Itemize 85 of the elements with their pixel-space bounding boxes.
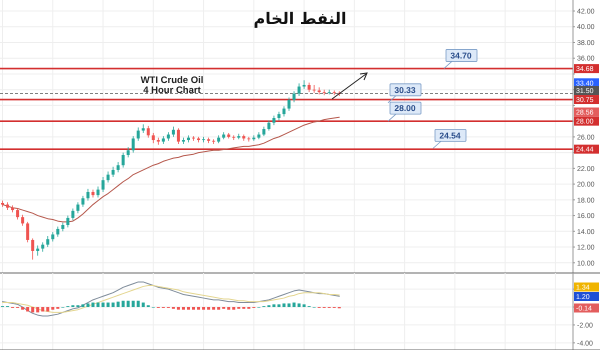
candlestick xyxy=(31,238,34,260)
candlestick xyxy=(21,214,24,226)
candlestick xyxy=(298,82,301,96)
candlestick xyxy=(81,196,84,208)
candlestick xyxy=(126,146,130,158)
bar xyxy=(192,307,196,310)
candlestick xyxy=(1,200,4,208)
candlestick xyxy=(272,115,276,126)
bar xyxy=(227,307,230,310)
bar xyxy=(186,307,190,310)
candlestick xyxy=(16,208,20,220)
bar xyxy=(21,307,24,310)
bar xyxy=(106,302,110,308)
bar xyxy=(182,307,185,310)
bar xyxy=(102,302,105,308)
bar xyxy=(96,302,100,308)
bar xyxy=(302,304,306,308)
candlestick xyxy=(172,126,175,138)
candlestick xyxy=(136,127,140,142)
text: النفط الخام xyxy=(254,9,346,28)
candlestick xyxy=(26,221,30,243)
candlestick xyxy=(176,128,180,144)
candlestick xyxy=(96,186,100,198)
candlestick xyxy=(182,137,185,144)
bar xyxy=(282,303,286,308)
candlestick xyxy=(46,236,50,248)
bar xyxy=(272,304,276,308)
candlestick xyxy=(262,126,266,137)
candlestick xyxy=(51,232,54,242)
bar xyxy=(122,300,125,308)
bar xyxy=(202,307,206,310)
candlestick xyxy=(308,82,311,92)
annotation: 4 Hour Chart xyxy=(143,85,202,96)
bar xyxy=(292,302,296,308)
bar xyxy=(176,307,180,310)
candlestick xyxy=(312,84,316,94)
bar xyxy=(51,307,54,310)
candlestick xyxy=(76,202,80,214)
candlestick xyxy=(66,215,70,228)
annotation: 30.33 xyxy=(394,84,416,95)
bar xyxy=(197,307,200,310)
bar xyxy=(142,302,145,308)
candlestick xyxy=(106,171,110,183)
bar xyxy=(126,300,130,308)
candlestick xyxy=(56,226,60,238)
annotation: 28.00 xyxy=(394,103,416,114)
candlestick xyxy=(71,208,74,221)
candlestick xyxy=(152,132,155,144)
bar xyxy=(288,303,291,308)
bar xyxy=(277,304,280,308)
bar xyxy=(136,300,140,308)
bar xyxy=(112,302,115,308)
bar xyxy=(116,302,120,308)
candlestick xyxy=(112,166,115,178)
candlestick xyxy=(282,106,286,117)
bar xyxy=(31,307,34,312)
candlestick xyxy=(292,90,296,103)
bar xyxy=(26,307,30,312)
candlestick xyxy=(192,136,196,142)
bar xyxy=(132,300,135,308)
bar xyxy=(207,307,210,310)
candlestick xyxy=(36,245,40,256)
candlestick xyxy=(102,176,105,192)
bar xyxy=(232,307,236,310)
candlestick xyxy=(122,152,125,168)
candlestick xyxy=(86,188,90,202)
annotation: 24.54 xyxy=(439,130,461,140)
bar xyxy=(86,303,90,308)
candlestick xyxy=(288,97,291,112)
candlestick xyxy=(302,80,306,90)
candlestick xyxy=(267,120,270,131)
bar xyxy=(36,307,40,312)
bar xyxy=(41,307,44,312)
bar xyxy=(81,304,84,308)
candlestick xyxy=(41,242,44,252)
bar xyxy=(212,307,216,310)
bar xyxy=(91,302,94,308)
annotation: 34.70 xyxy=(450,50,472,60)
bar xyxy=(46,307,50,312)
candlestick xyxy=(146,125,150,138)
candlestick xyxy=(116,162,120,173)
annotation: WTI Crude Oil xyxy=(140,75,204,86)
bar xyxy=(298,303,301,308)
candlestick xyxy=(132,136,135,154)
bar xyxy=(217,307,220,310)
